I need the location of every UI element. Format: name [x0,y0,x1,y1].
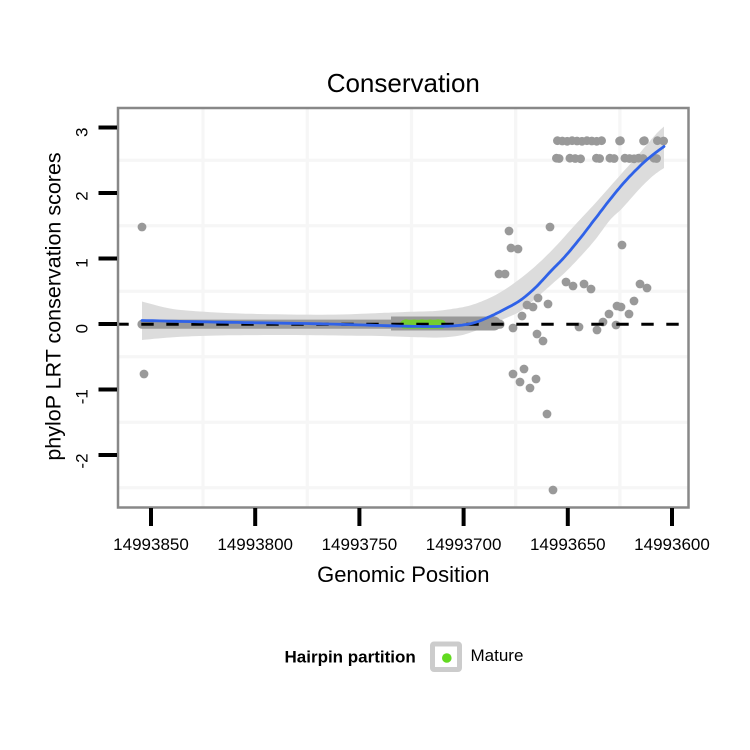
svg-text:14993800: 14993800 [217,535,293,554]
svg-text:2: 2 [73,191,92,200]
svg-text:Genomic Position: Genomic Position [317,562,489,587]
svg-text:1: 1 [73,258,92,267]
svg-text:0: 0 [73,324,92,333]
svg-text:Hairpin partition: Hairpin partition [285,648,416,667]
svg-text:phyloP LRT conservation scores: phyloP LRT conservation scores [42,152,66,460]
svg-text:14993650: 14993650 [530,535,606,554]
svg-text:3: 3 [73,128,92,137]
svg-text:14993750: 14993750 [322,535,398,554]
svg-text:Mature: Mature [471,646,524,665]
svg-text:14993600: 14993600 [634,535,710,554]
svg-text:Conservation: Conservation [327,68,480,98]
svg-text:14993850: 14993850 [113,535,189,554]
svg-text:-2: -2 [73,453,92,468]
svg-text:14993700: 14993700 [426,535,502,554]
svg-text:-1: -1 [73,389,92,404]
